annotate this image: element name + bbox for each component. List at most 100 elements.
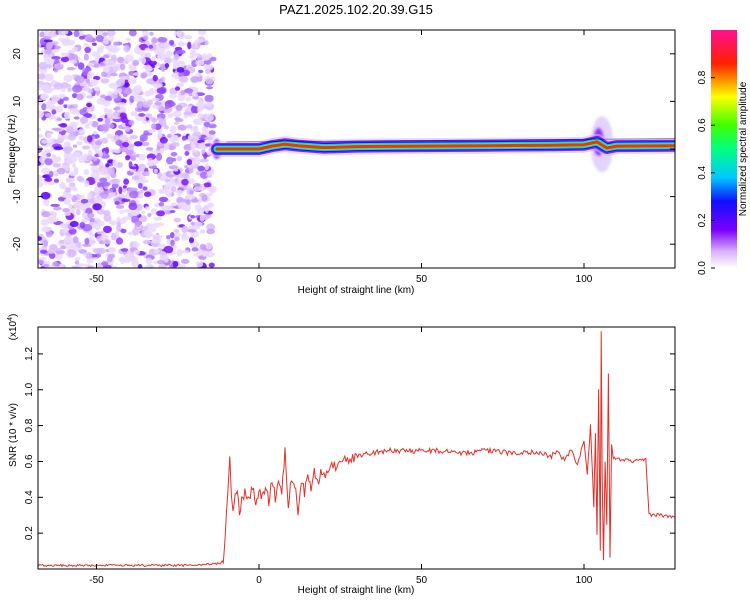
noise-blob	[39, 31, 45, 38]
noise-blob	[86, 102, 92, 108]
noise-blob	[38, 99, 43, 105]
spectrogram-x-tick-label: -50	[89, 274, 104, 285]
colorbar-tick-label: 0.8	[697, 70, 708, 84]
noise-blob	[86, 62, 95, 67]
noise-blob	[181, 135, 187, 141]
noise-blob	[139, 189, 144, 195]
noise-blob	[38, 127, 42, 132]
noise-blob	[203, 64, 214, 71]
noise-blob	[198, 255, 207, 261]
colorbar-ticks: 0.0 0.2 0.4 0.6 0.8	[697, 70, 715, 275]
noise-blob	[117, 102, 127, 107]
noise-blob	[93, 86, 101, 92]
noise-blob	[38, 145, 42, 150]
noise-blob	[63, 198, 71, 205]
noise-blob	[58, 239, 65, 244]
noise-blob	[41, 103, 47, 111]
spectrogram-signal	[208, 116, 675, 173]
noise-blob	[156, 117, 163, 121]
noise-blob	[166, 133, 172, 139]
noise-blob	[195, 72, 202, 77]
noise-blob	[204, 101, 213, 108]
noise-blob	[170, 185, 177, 193]
noise-blob	[89, 233, 95, 238]
noise-blob	[87, 135, 93, 143]
noise-blob	[58, 263, 64, 268]
noise-blob	[180, 90, 186, 96]
noise-blob	[54, 45, 61, 50]
noise-blob	[116, 221, 122, 228]
noise-blob	[132, 227, 139, 236]
noise-blob	[62, 96, 69, 101]
noise-blob	[84, 123, 90, 129]
noise-blob	[73, 201, 83, 210]
noise-blob	[131, 175, 139, 181]
noise-blob	[164, 103, 170, 110]
noise-blob	[46, 57, 55, 65]
noise-blob	[151, 56, 156, 62]
noise-blob	[116, 56, 125, 64]
noise-blob	[207, 139, 212, 144]
noise-blob	[192, 118, 203, 126]
noise-blob	[43, 53, 51, 59]
noise-blob	[59, 123, 68, 128]
noise-blob	[43, 30, 50, 37]
noise-blob	[173, 217, 182, 223]
noise-blob	[199, 158, 209, 163]
noise-blob	[67, 177, 76, 182]
noise-blob	[78, 194, 85, 199]
noise-blob	[150, 117, 157, 121]
noise-blob	[116, 161, 124, 168]
noise-blob	[130, 111, 138, 117]
noise-blob	[157, 132, 162, 137]
colorbar-tick-label: 0.4	[697, 165, 708, 179]
noise-blob	[113, 149, 121, 154]
noise-blob	[60, 56, 70, 63]
noise-blob	[129, 95, 135, 104]
noise-blob	[111, 265, 118, 268]
noise-blob	[145, 223, 154, 228]
noise-blob	[71, 265, 80, 268]
noise-blob	[124, 44, 131, 53]
noise-blob	[175, 104, 183, 112]
noise-blob	[138, 113, 146, 117]
noise-blob	[106, 30, 116, 37]
noise-blob	[138, 175, 146, 181]
noise-blob	[46, 132, 52, 140]
noise-blob	[142, 239, 151, 245]
noise-blob	[132, 241, 140, 249]
snr-x-ticks: -50 0 50 100	[89, 327, 593, 586]
noise-blob	[204, 40, 209, 46]
noise-blob	[84, 237, 90, 245]
noise-blob	[178, 75, 189, 83]
noise-blob	[87, 265, 95, 268]
noise-blob	[153, 217, 163, 221]
noise-blob	[45, 104, 56, 111]
spectrogram-noise	[38, 30, 218, 268]
noise-blob	[190, 126, 199, 132]
noise-blob	[156, 210, 166, 217]
noise-blob	[63, 74, 73, 82]
noise-blob	[158, 243, 165, 248]
noise-blob	[128, 187, 138, 192]
noise-blob	[98, 45, 105, 50]
noise-blob	[204, 192, 213, 197]
noise-blob	[57, 37, 67, 42]
noise-blob	[50, 94, 61, 102]
noise-blob	[173, 229, 180, 234]
noise-blob	[94, 174, 100, 183]
noise-blob	[103, 225, 112, 234]
noise-blob	[120, 256, 125, 265]
noise-blob	[103, 54, 110, 59]
noise-blob	[38, 43, 42, 48]
noise-blob	[81, 218, 89, 223]
noise-blob	[177, 60, 182, 65]
noise-blob	[101, 232, 107, 238]
noise-blob	[115, 78, 126, 87]
noise-blob	[101, 137, 109, 144]
noise-blob	[75, 208, 81, 216]
noise-blob	[129, 166, 138, 170]
noise-blob	[99, 177, 108, 183]
noise-blob	[122, 185, 127, 189]
noise-blob	[153, 248, 160, 254]
